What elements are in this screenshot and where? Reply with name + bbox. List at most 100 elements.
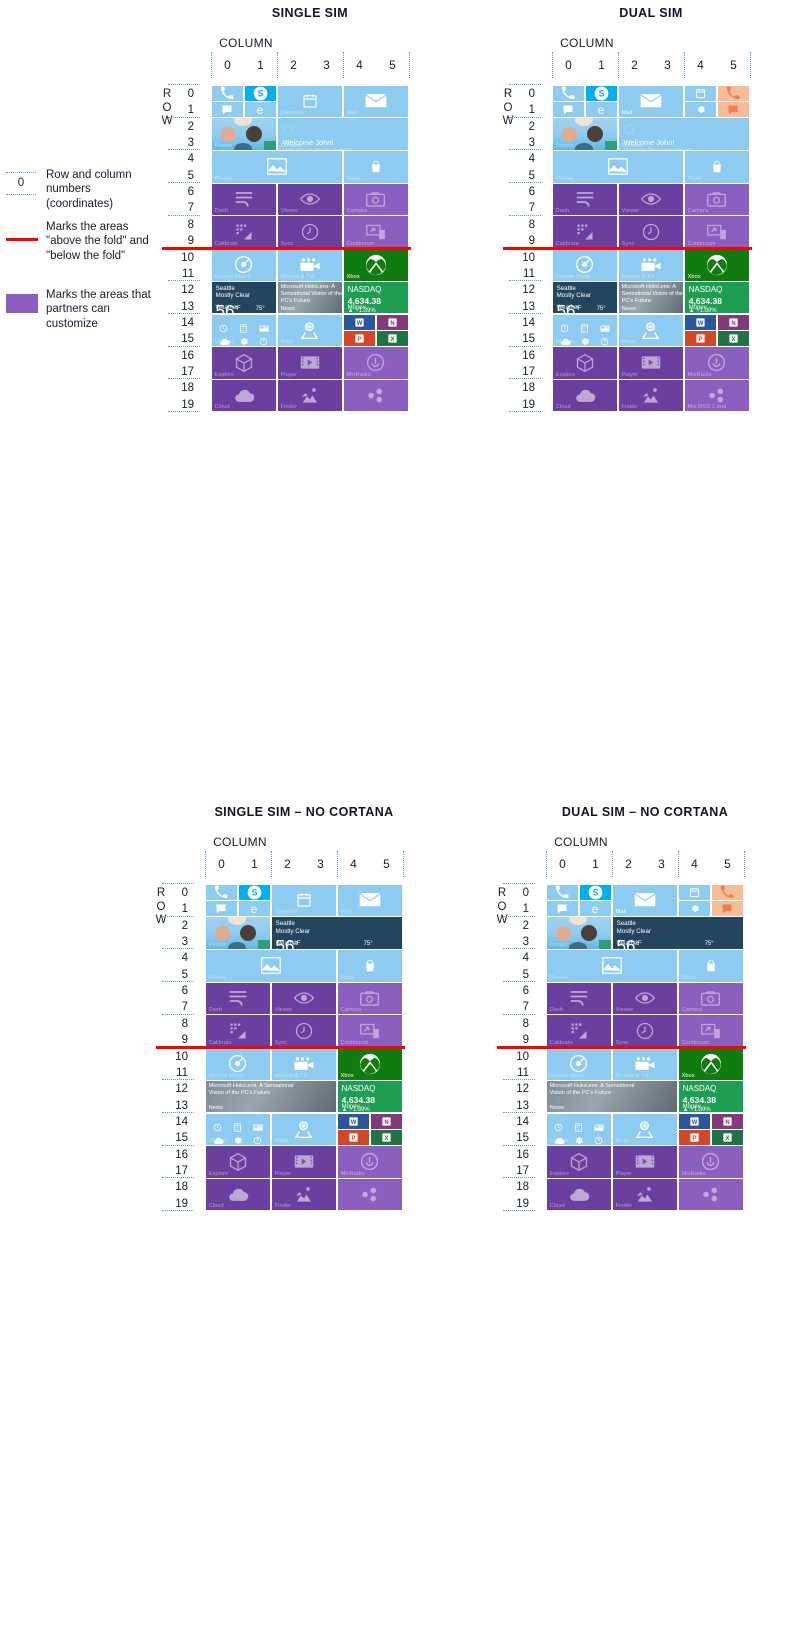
tile-groove[interactable]: Groove Music	[546, 1048, 612, 1080]
tile-photos[interactable]: Photos	[546, 950, 678, 982]
tile-excel[interactable]: X	[711, 1129, 744, 1145]
tile-dash[interactable]: Dash	[552, 183, 618, 216]
tile-phone[interactable]	[717, 85, 750, 101]
tile-xbox[interactable]: Xbox	[678, 1048, 744, 1080]
tile-photos[interactable]: Photos	[205, 950, 337, 982]
tile-calibrate[interactable]: Calibrate	[211, 216, 277, 248]
tile-camera[interactable]: Camera	[337, 982, 403, 1015]
tile-onenote[interactable]: N	[717, 314, 750, 330]
tile-explore[interactable]: Explore	[546, 1146, 612, 1178]
tile-maps[interactable]: Maps	[612, 1113, 678, 1145]
tile-extra[interactable]: Mix RSS 1 and	[684, 379, 750, 412]
tile-extra[interactable]	[678, 1178, 744, 1211]
tile-edge[interactable]: e	[238, 900, 271, 917]
tile-message[interactable]	[546, 900, 579, 917]
tile-message[interactable]	[711, 900, 744, 917]
tile-people[interactable]: People	[205, 917, 271, 949]
tile-edge[interactable]: e	[579, 900, 612, 917]
tile-xbox[interactable]: Xbox	[343, 249, 409, 281]
tile-news[interactable]: Microsoft HoloLens: A Sensational Vision…	[205, 1080, 337, 1113]
tile-continuum[interactable]: Continuum	[337, 1015, 403, 1047]
tile-sync[interactable]: Sync	[271, 1015, 337, 1047]
tile-groove[interactable]: Groove Music	[211, 249, 277, 281]
tile-dash[interactable]: Dash	[205, 982, 271, 1015]
tile-mail[interactable]: Mail	[618, 85, 684, 118]
tile-excel[interactable]: X	[376, 330, 409, 346]
tile-xbox[interactable]: Xbox	[684, 249, 750, 281]
tile-onenote[interactable]: N	[370, 1113, 403, 1129]
tile-sync[interactable]: Sync	[618, 216, 684, 248]
tile-skype[interactable]: S	[244, 85, 277, 101]
tile-finder[interactable]: Finder	[277, 379, 343, 412]
tile-cortana[interactable]: Welcome John!How can I help you today?Co…	[277, 118, 409, 150]
tile-camera[interactable]: Camera	[343, 183, 409, 216]
tile-store[interactable]: Store	[343, 151, 409, 183]
tile-onenote[interactable]: N	[376, 314, 409, 330]
tile-utilities[interactable]: Utilities	[552, 314, 618, 346]
tile-groove[interactable]: Groove Music	[552, 249, 618, 281]
tile-people[interactable]: People	[546, 917, 612, 949]
tile-player[interactable]: Player	[612, 1146, 678, 1178]
tile-store[interactable]: Store	[337, 950, 403, 982]
tile-message[interactable]	[205, 900, 238, 917]
tile-utilities[interactable]: Utilities	[205, 1113, 271, 1145]
tile-powerpoint[interactable]: P	[343, 330, 376, 346]
tile-dash[interactable]: Dash	[211, 183, 277, 216]
tile-powerpoint[interactable]: P	[678, 1129, 711, 1145]
tile-player[interactable]: Player	[277, 347, 343, 379]
tile-movies[interactable]: Movies & TV	[271, 1048, 337, 1080]
tile-utilities[interactable]: Utilities	[546, 1113, 612, 1145]
tile-excel[interactable]: X	[370, 1129, 403, 1145]
tile-maps[interactable]: Maps	[618, 314, 684, 346]
tile-onenote[interactable]: N	[711, 1113, 744, 1129]
tile-message[interactable]	[211, 101, 244, 118]
tile-cloud[interactable]: Cloud	[552, 379, 618, 412]
tile-cortana[interactable]: Welcome John!How can I help you today?Co…	[618, 118, 750, 150]
tile-news[interactable]: Microsoft HoloLens: A Sensational Vision…	[618, 281, 684, 314]
tile-finder[interactable]: Finder	[612, 1178, 678, 1211]
tile-utilities[interactable]: Utilities	[211, 314, 277, 346]
tile-viewer[interactable]: Viewer	[618, 183, 684, 216]
tile-phone[interactable]	[546, 884, 579, 900]
tile-message[interactable]	[717, 101, 750, 118]
tile-movies[interactable]: Movies & TV	[612, 1048, 678, 1080]
tile-phone[interactable]	[552, 85, 585, 101]
tile-mail[interactable]: Mail	[337, 884, 403, 917]
tile-cloud[interactable]: Cloud	[211, 379, 277, 412]
tile-viewer[interactable]: Viewer	[271, 982, 337, 1015]
tile-mixradio[interactable]: MixRadio	[337, 1146, 403, 1178]
tile-explore[interactable]: Explore	[552, 347, 618, 379]
tile-people[interactable]: People	[552, 118, 618, 150]
tile-gear[interactable]	[684, 101, 717, 118]
tile-phone[interactable]	[205, 884, 238, 900]
tile-cloud[interactable]: Cloud	[546, 1178, 612, 1211]
tile-store[interactable]: Store	[678, 950, 744, 982]
tile-word[interactable]: W	[684, 314, 717, 330]
tile-photos[interactable]: Photos	[211, 151, 343, 183]
tile-calendar[interactable]: Calendar	[277, 85, 343, 118]
tile-extra[interactable]	[343, 379, 409, 412]
tile-powerpoint[interactable]: P	[337, 1129, 370, 1145]
tile-maps[interactable]: Maps	[271, 1113, 337, 1145]
tile-people[interactable]: People	[211, 118, 277, 150]
tile-excel[interactable]: X	[717, 330, 750, 346]
tile-calendar-sm[interactable]	[678, 884, 711, 900]
tile-calibrate[interactable]: Calibrate	[205, 1015, 271, 1047]
tile-word[interactable]: W	[678, 1113, 711, 1129]
tile-store[interactable]: Store	[684, 151, 750, 183]
tile-photos[interactable]: Photos	[552, 151, 684, 183]
tile-groove[interactable]: Groove Music	[205, 1048, 271, 1080]
tile-camera[interactable]: Camera	[684, 183, 750, 216]
tile-sync[interactable]: Sync	[612, 1015, 678, 1047]
tile-calendar[interactable]: Calendar	[271, 884, 337, 917]
tile-skype[interactable]: S	[585, 85, 618, 101]
tile-calibrate[interactable]: Calibrate	[552, 216, 618, 248]
tile-extra[interactable]	[337, 1178, 403, 1211]
tile-continuum[interactable]: Continuum	[678, 1015, 744, 1047]
tile-mixradio[interactable]: MixRadio	[684, 347, 750, 379]
tile-powerpoint[interactable]: P	[684, 330, 717, 346]
